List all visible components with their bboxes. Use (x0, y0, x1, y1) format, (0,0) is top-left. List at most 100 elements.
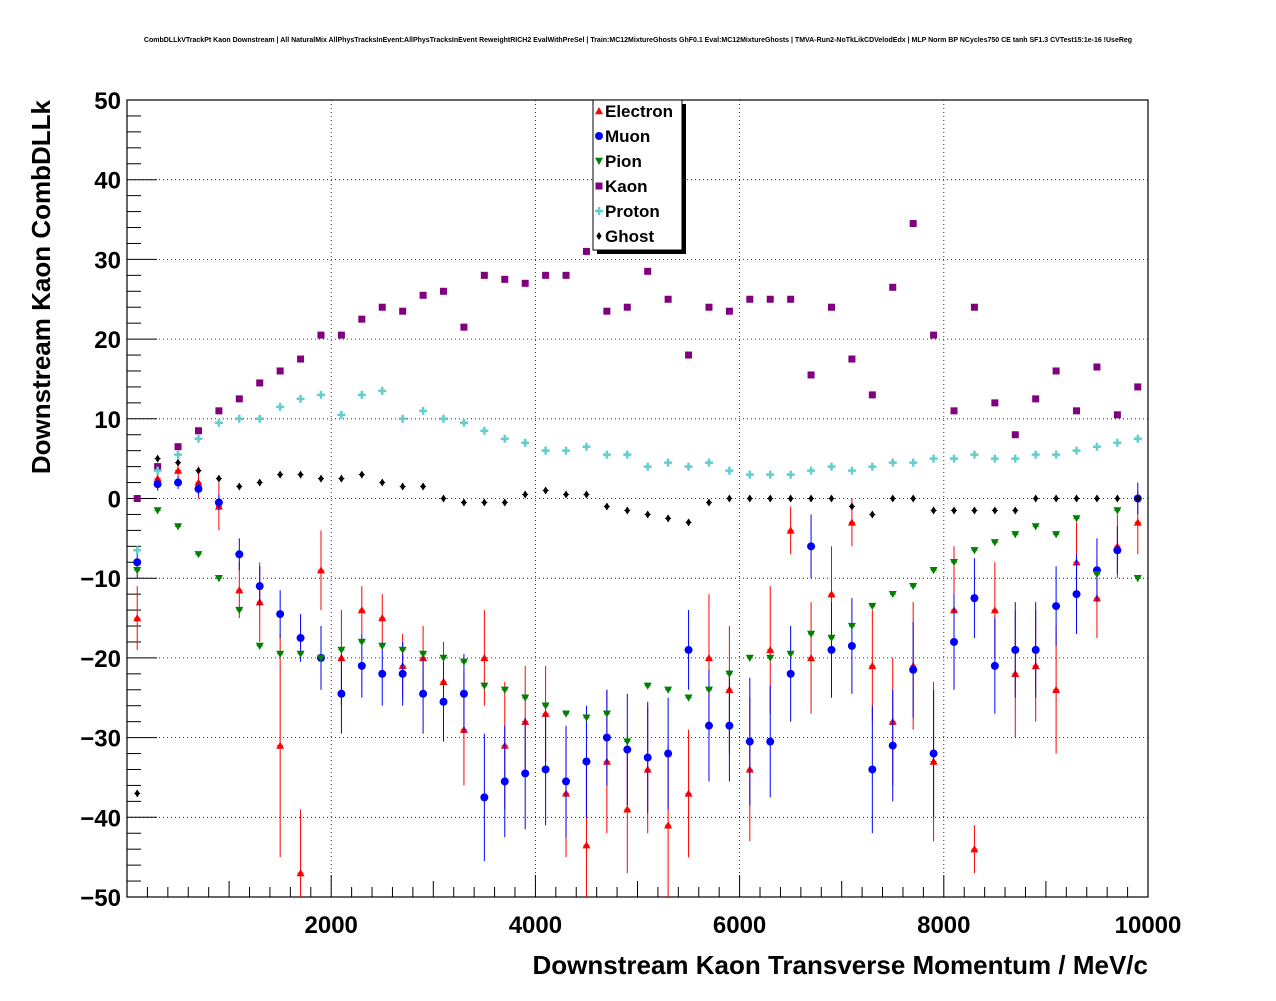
ghost-point (358, 470, 365, 479)
kaon-marker (664, 295, 672, 303)
pion-point (174, 523, 183, 531)
ghost-point (277, 470, 284, 479)
ghost-marker (461, 498, 467, 507)
electron-marker (827, 590, 836, 598)
kaon-point (419, 291, 427, 299)
ghost-marker (338, 474, 345, 483)
ghost-point (542, 486, 549, 495)
kaon-point (623, 303, 631, 311)
muon-point (214, 494, 223, 511)
proton-marker (174, 450, 183, 459)
kaon-point (685, 351, 693, 359)
proton-marker (439, 414, 448, 423)
muon-point (439, 661, 448, 742)
ghost-point (317, 474, 324, 483)
muon-marker (684, 645, 693, 654)
ghost-marker (318, 474, 324, 483)
legend-marker-pion (595, 157, 603, 165)
muon-marker (868, 765, 877, 774)
legend-marker-kaon (595, 182, 603, 190)
kaon-marker (991, 399, 999, 407)
electron-point (480, 610, 489, 706)
pion-marker (602, 710, 611, 718)
ghost-marker (788, 494, 794, 503)
electron-marker (623, 805, 632, 813)
kaon-point (440, 287, 448, 295)
pion-marker (623, 738, 632, 746)
kaon-point (378, 303, 386, 311)
electron-point (807, 602, 816, 714)
pion-marker (541, 702, 550, 710)
pion-marker (337, 646, 346, 654)
ghost-point (1053, 494, 1060, 503)
ghost-point (1012, 506, 1019, 515)
ghost-point (399, 482, 406, 491)
ghost-marker (930, 506, 937, 515)
ghost-marker (869, 510, 875, 519)
pion-marker (643, 682, 652, 690)
kaon-marker (1032, 395, 1040, 403)
proton-point (970, 450, 979, 459)
muon-marker (704, 721, 713, 730)
ghost-marker (1012, 506, 1018, 515)
proton-marker (357, 390, 366, 399)
series-electron (133, 462, 1142, 897)
muon-point (990, 618, 999, 714)
muon-point (929, 689, 938, 818)
y-tick-label: −50 (80, 885, 121, 912)
muon-point (1113, 526, 1122, 575)
kaon-point (256, 379, 264, 387)
pion-point (133, 567, 142, 575)
proton-point (153, 466, 162, 475)
muon-point (500, 725, 509, 838)
muon-point (602, 689, 611, 786)
ghost-point (1114, 494, 1121, 503)
kaon-point (889, 283, 897, 291)
muon-point (419, 653, 428, 734)
pion-point (725, 670, 734, 678)
series-kaon (133, 220, 1142, 502)
legend-label-kaon: Kaon (605, 177, 648, 196)
ghost-point (705, 498, 712, 507)
ghost-marker (604, 502, 610, 511)
electron-point (684, 729, 693, 858)
ghost-marker (440, 494, 447, 503)
kaon-point (317, 331, 325, 339)
muon-point (643, 701, 652, 814)
y-tick-label: 0 (108, 487, 121, 514)
muon-point (766, 685, 775, 798)
pion-point (439, 654, 448, 662)
kaon-point (174, 443, 182, 451)
proton-point (766, 470, 775, 479)
kaon-marker (746, 295, 754, 303)
ghost-marker (1053, 494, 1059, 503)
muon-marker (562, 777, 571, 786)
pion-marker (316, 654, 325, 662)
kaon-point (1093, 363, 1101, 371)
muon-marker (337, 689, 346, 698)
muon-marker (255, 582, 264, 591)
muon-point (153, 477, 162, 491)
proton-point (888, 458, 897, 467)
electron-marker (276, 741, 285, 749)
proton-point (378, 386, 387, 395)
ghost-point (236, 482, 243, 491)
pion-point (480, 682, 489, 690)
proton-point (194, 434, 203, 443)
pion-marker (950, 559, 959, 567)
proton-marker (950, 454, 959, 463)
ghost-point (154, 454, 161, 463)
muon-marker (827, 645, 836, 654)
muon-point (725, 669, 734, 782)
proton-point (786, 470, 795, 479)
ghost-point (297, 470, 304, 479)
kaon-marker (1093, 363, 1101, 371)
legend-marker-proton (595, 207, 603, 215)
electron-marker (847, 518, 856, 526)
proton-marker (255, 414, 264, 423)
pion-marker (582, 714, 591, 722)
ghost-marker (400, 482, 406, 491)
ghost-marker (910, 494, 916, 503)
pion-point (684, 694, 693, 702)
kaon-marker (705, 303, 713, 311)
